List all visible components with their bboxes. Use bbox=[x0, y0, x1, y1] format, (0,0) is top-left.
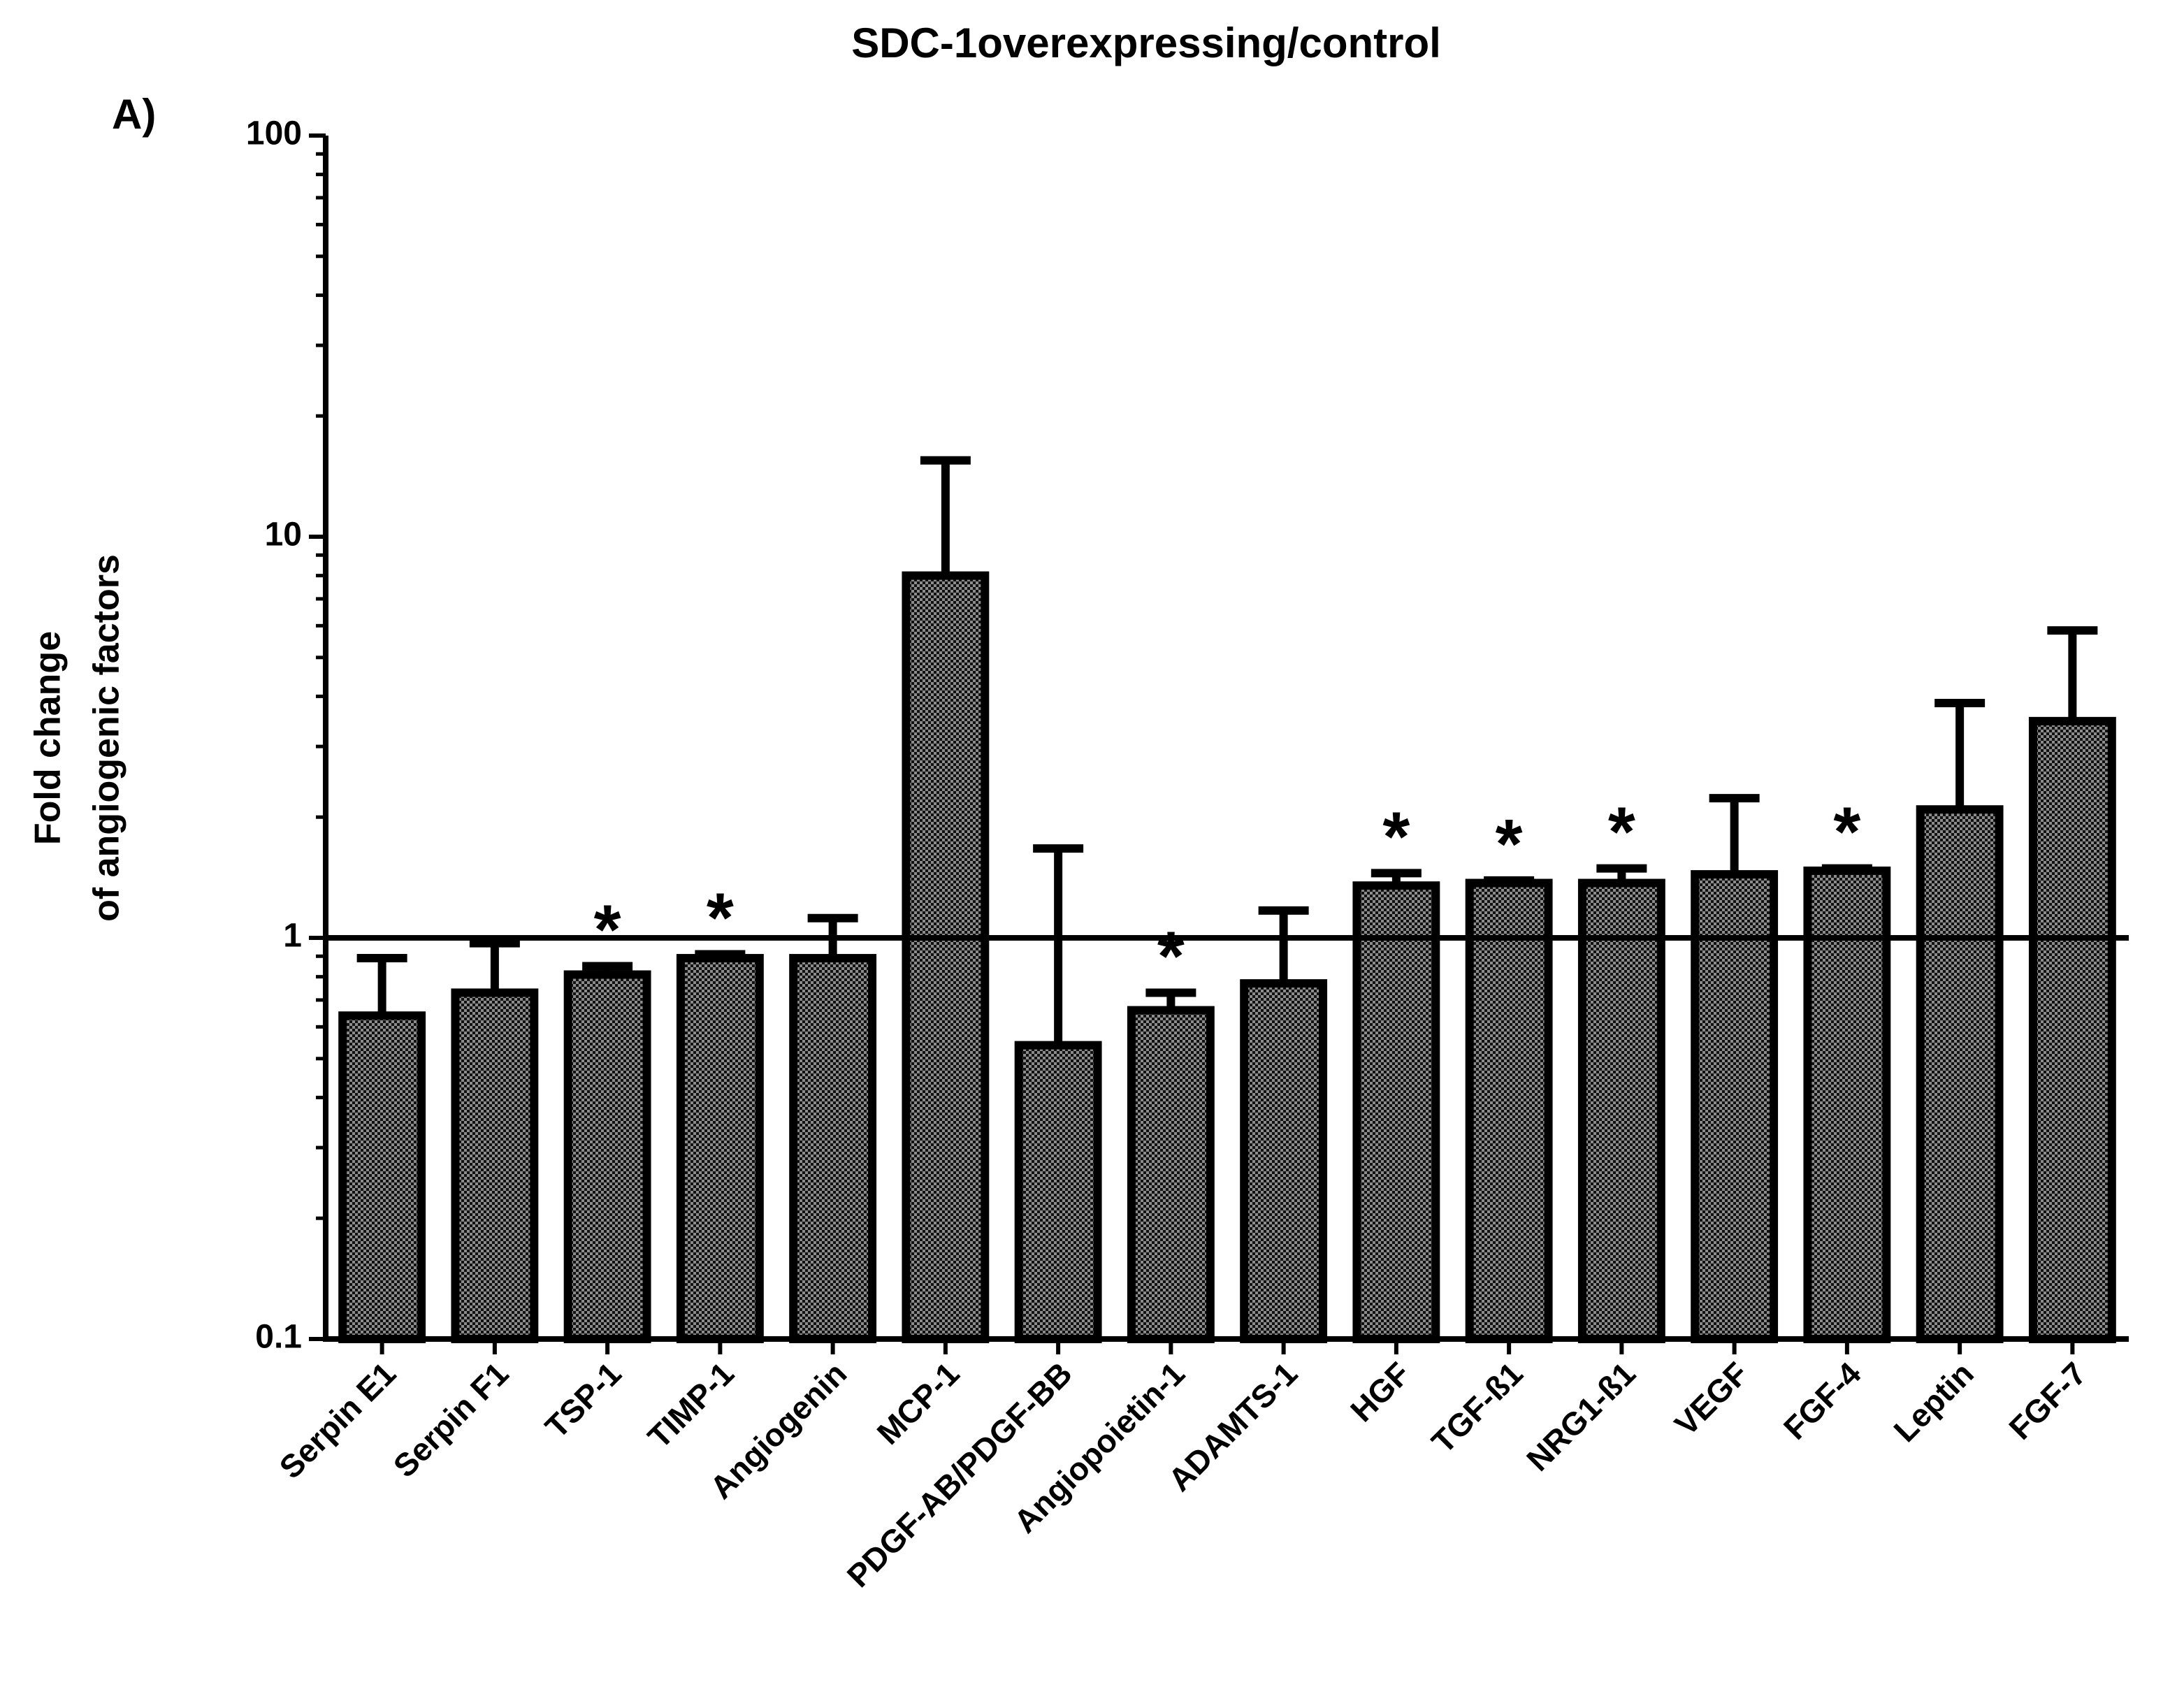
x-tick-label: HGF bbox=[1343, 1355, 1417, 1428]
bar bbox=[2028, 716, 2116, 1343]
annotation: * bbox=[707, 879, 734, 957]
y-tick-label: 0.1 bbox=[255, 1319, 302, 1356]
x-tick-label: VEGF bbox=[1668, 1355, 1755, 1442]
x-tick-label: TGF-ß1 bbox=[1424, 1355, 1530, 1461]
bar bbox=[451, 988, 539, 1343]
bar bbox=[1803, 866, 1891, 1343]
annotation: * bbox=[1608, 793, 1635, 871]
x-tick-label: Serpin F1 bbox=[386, 1355, 516, 1484]
bar bbox=[338, 1011, 426, 1343]
annotation: * bbox=[594, 891, 621, 969]
annotation: * bbox=[1833, 793, 1860, 871]
bar bbox=[1577, 878, 1665, 1343]
bar bbox=[676, 954, 764, 1344]
bar bbox=[1691, 870, 1779, 1344]
bar bbox=[902, 571, 990, 1343]
bar bbox=[1014, 1041, 1102, 1343]
y-axis-label: Fold change bbox=[28, 631, 68, 845]
bar bbox=[789, 954, 877, 1344]
bar bbox=[563, 970, 651, 1343]
x-tick-label: Leptin bbox=[1886, 1355, 1980, 1449]
x-tick-label: FGF-7 bbox=[2002, 1355, 2093, 1447]
panel-label: A) bbox=[112, 91, 156, 138]
chart-title: SDC-1overexpressing/control bbox=[851, 20, 1441, 66]
x-tick-label: Serpin E1 bbox=[272, 1355, 403, 1486]
x-tick-label: TIMP-1 bbox=[641, 1355, 741, 1455]
x-tick-label: NRG1-ß1 bbox=[1519, 1355, 1642, 1478]
bar bbox=[1916, 805, 2004, 1344]
bar bbox=[1127, 1006, 1215, 1343]
x-tick-label: MCP-1 bbox=[870, 1355, 967, 1452]
x-tick-label: TSP-1 bbox=[538, 1355, 628, 1445]
y-axis-label: of angiogenic factors bbox=[87, 554, 127, 922]
bar bbox=[1240, 979, 1328, 1343]
annotation: * bbox=[1157, 917, 1185, 995]
annotation: * bbox=[1496, 805, 1523, 883]
y-tick-label: 10 bbox=[265, 516, 302, 553]
bar bbox=[1352, 881, 1440, 1344]
annotation: * bbox=[1382, 797, 1410, 876]
x-tick-label: FGF-4 bbox=[1777, 1355, 1868, 1447]
y-tick-label: 1 bbox=[283, 918, 302, 955]
y-tick-label: 100 bbox=[246, 115, 302, 152]
bar bbox=[1465, 878, 1553, 1343]
x-tick-label: PDGF-AB/PDGF-BB bbox=[840, 1355, 1079, 1594]
